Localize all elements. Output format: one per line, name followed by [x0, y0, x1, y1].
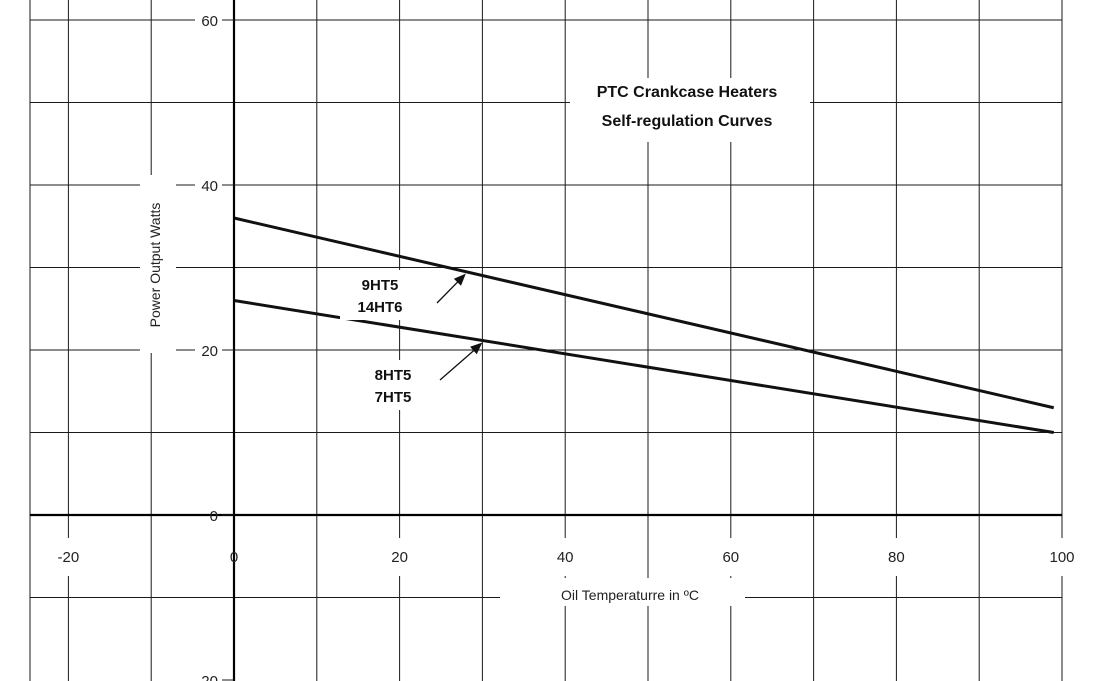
axes	[30, 0, 1062, 681]
x-tick-label: 80	[888, 549, 905, 566]
label-background	[870, 538, 930, 576]
label-background	[200, 538, 260, 576]
label-background	[1030, 538, 1096, 576]
series-label: 9HT5	[362, 277, 399, 294]
label-background	[350, 360, 460, 410]
label-background	[33, 538, 83, 576]
arrow-head	[453, 273, 466, 286]
series-line-2	[233, 299, 1054, 434]
label-background	[140, 175, 176, 353]
x-tick-label: 60	[722, 549, 739, 566]
x-axis-title: Oil Temperaturre in ºC	[561, 587, 699, 603]
series-label: 14HT6	[357, 299, 402, 316]
label-background	[530, 538, 600, 576]
label-background	[500, 578, 745, 606]
label-backgrounds	[33, 10, 1096, 681]
x-tick-label: 20	[391, 549, 408, 566]
label-background	[195, 667, 229, 681]
arrow-head	[470, 342, 483, 355]
label-background	[195, 10, 229, 32]
y-axis-title: Power Output Watts	[147, 203, 163, 328]
series-lines	[233, 216, 1055, 434]
label-background	[195, 337, 229, 359]
series-line-1	[233, 216, 1055, 410]
label-background	[570, 78, 810, 142]
x-tick-label: 40	[557, 549, 574, 566]
x-tick-label: -20	[58, 549, 80, 566]
labels: PTC Crankcase Heaters Self-regulation Cu…	[58, 13, 1075, 681]
series-label: 8HT5	[375, 367, 412, 384]
y-tick-label: 60	[201, 13, 218, 30]
chart-subtitle: Self-regulation Curves	[602, 113, 773, 130]
chart-title: PTC Crankcase Heaters	[597, 84, 778, 101]
label-background	[370, 538, 430, 576]
y-tick-label: -20	[196, 673, 218, 681]
y-tick-label: 40	[201, 178, 218, 195]
x-tick-label: 100	[1049, 549, 1074, 566]
label-background	[195, 173, 229, 195]
series-label: 7HT5	[375, 389, 412, 406]
label-background	[340, 270, 410, 320]
series-arrow	[439, 346, 479, 381]
x-tick-label: 0	[230, 549, 238, 566]
y-tick-label: 20	[201, 343, 218, 360]
y-tick-label: 0	[210, 508, 218, 525]
label-background	[700, 538, 760, 576]
